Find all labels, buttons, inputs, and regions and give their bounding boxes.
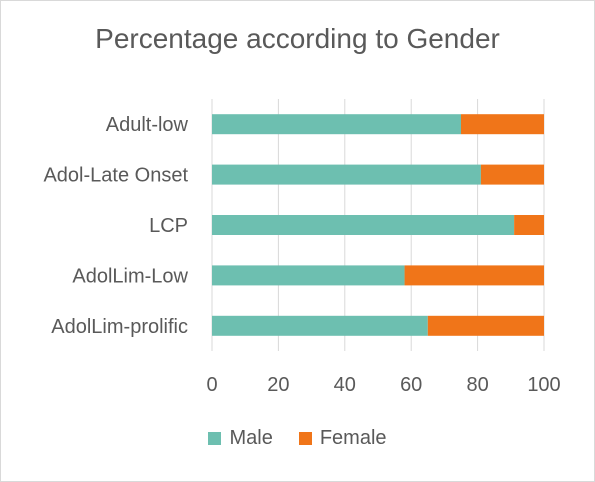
legend-label-female: Female xyxy=(319,427,387,449)
bar-male xyxy=(212,265,405,286)
chart-title: Percentage according to Gender xyxy=(95,23,500,54)
category-label: LCP xyxy=(149,215,188,237)
bar-male xyxy=(212,164,481,185)
legend-item-male: Male xyxy=(208,427,273,450)
category-label: AdolLim-Low xyxy=(72,265,188,287)
x-tick-label: 20 xyxy=(267,374,289,396)
legend-swatch-female xyxy=(298,432,312,445)
bar-male xyxy=(212,315,428,336)
category-label: Adol-Late Onset xyxy=(43,165,188,187)
x-tick-label: 0 xyxy=(206,374,217,396)
x-tick-labels: 0 20 40 60 80 100 xyxy=(206,374,560,396)
bar-female xyxy=(461,114,544,135)
bars xyxy=(212,114,544,336)
category-label: Adult-low xyxy=(106,114,189,136)
x-tick-label: 40 xyxy=(334,374,356,396)
bar-male xyxy=(212,215,515,235)
legend-item-female: Female xyxy=(298,427,387,450)
category-label: AdolLim-prolific xyxy=(51,316,188,338)
x-tick-label: 100 xyxy=(527,374,560,396)
bar-female xyxy=(514,215,544,235)
legend-swatch-male xyxy=(208,432,222,445)
x-tick-label: 80 xyxy=(466,374,488,396)
bar-female xyxy=(480,164,544,185)
legend-label-male: Male xyxy=(229,427,273,449)
bar-female xyxy=(427,315,544,336)
legend: Male Female xyxy=(1,427,594,450)
bar-male xyxy=(212,114,461,135)
x-tick-label: 60 xyxy=(400,374,422,396)
category-labels: Adult-low Adol-Late Onset LCP AdolLim-Low Ad… xyxy=(43,114,188,338)
bar-female xyxy=(404,265,544,286)
